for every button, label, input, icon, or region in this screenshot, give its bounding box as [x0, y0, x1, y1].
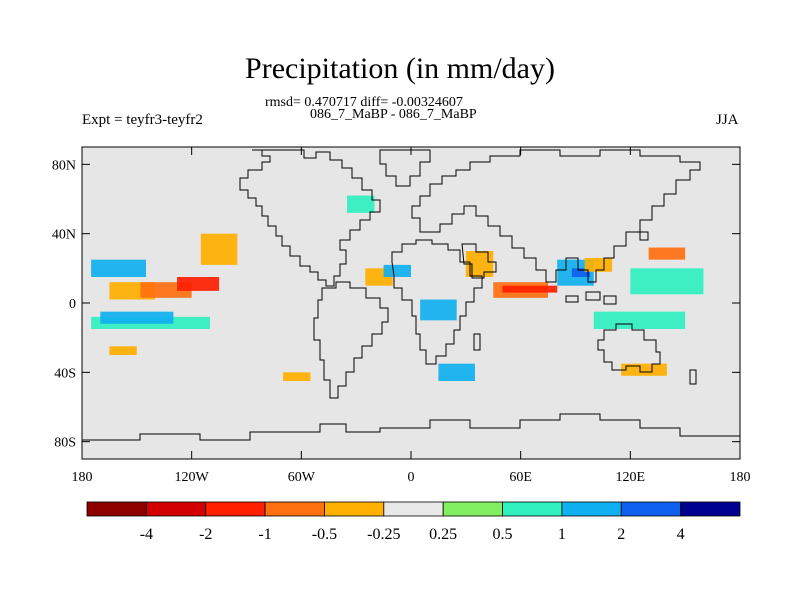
lat-tick-label: 40S — [54, 366, 76, 381]
colorbar-label: 1 — [558, 526, 566, 543]
colorbar-label: -4 — [140, 526, 153, 543]
indonesia-coastline — [565, 291, 617, 305]
colorbar-box — [442, 501, 503, 517]
lon-tick-label: 60E — [509, 470, 532, 485]
australia-coastline — [597, 323, 661, 373]
latitude-axis: 80N 40N 0 40S 80S — [52, 158, 740, 451]
map-background — [82, 147, 740, 459]
anomaly-region-12 — [502, 285, 558, 293]
lat-tick-label: 80N — [52, 158, 76, 173]
anomaly-region-7 — [100, 311, 174, 324]
colorbar-box — [205, 501, 266, 517]
lon-tick-label: 180 — [730, 470, 751, 485]
lon-tick-label: 0 — [408, 470, 415, 485]
new-zealand-coastline — [689, 369, 697, 385]
rmsd-diff-stats: rmsd= 0.470717 diff= -0.00324607 — [265, 95, 463, 110]
anomaly-region-18 — [593, 311, 686, 329]
experiment-label: Expt = teyfr3-teyfr2 — [82, 112, 203, 128]
africa-coastline — [391, 239, 483, 365]
anomaly-region-24 — [347, 195, 375, 213]
coastline-layer — [82, 149, 740, 441]
colorbar-label: -0.5 — [312, 526, 337, 543]
anomaly-region-21 — [283, 372, 311, 381]
colorbar-label: 4 — [677, 526, 685, 543]
anomaly-region-1 — [91, 259, 146, 277]
anomaly-region-15 — [584, 257, 613, 272]
case-names: 086_7_MaBP - 086_7_MaBP — [310, 107, 477, 122]
longitude-axis: 180 120W 60W 0 60E 120E 180 — [72, 147, 751, 485]
colorbar-box — [324, 501, 385, 517]
arabia-coastline — [461, 243, 497, 279]
colorbar-box — [145, 501, 207, 517]
anomaly-region-17 — [648, 247, 686, 260]
anomaly-region-22 — [438, 363, 475, 381]
anomaly-region-5 — [200, 233, 238, 265]
colorbar-label: 0.25 — [429, 526, 457, 543]
colorbar-box — [86, 501, 147, 517]
lat-tick-label: 80S — [54, 436, 76, 451]
lon-tick-label: 120E — [616, 470, 646, 485]
japan-coastline — [639, 231, 649, 241]
colorbar-box — [620, 501, 682, 517]
colorbar-label: -0.25 — [367, 526, 400, 543]
north-america-coastline — [239, 149, 381, 287]
colorbar-label: 2 — [617, 526, 625, 543]
lat-tick-label: 40N — [52, 228, 76, 243]
antarctica-coastline — [82, 413, 740, 441]
colorbar-box — [561, 501, 622, 517]
anomaly-region-10 — [420, 299, 457, 321]
anomaly-region-4 — [177, 277, 220, 291]
colorbar-label: 0.5 — [493, 526, 513, 543]
colorbar-box — [680, 501, 741, 517]
lon-tick-label: 120W — [175, 470, 210, 485]
colorbar: -4 -2 -1 -0.5 -0.25 0.25 0.5 1 2 4 — [86, 501, 741, 543]
season-label: JJA — [716, 112, 739, 128]
figure-title: Precipitation (in mm/day) — [245, 52, 555, 85]
madagascar-coastline — [473, 333, 481, 351]
lon-tick-label: 180 — [72, 470, 93, 485]
anomaly-region-20 — [109, 346, 137, 355]
anomaly-region-19 — [621, 363, 667, 376]
colorbar-box — [264, 501, 325, 517]
colorbar-box — [502, 501, 563, 517]
colorbar-box — [383, 501, 444, 517]
south-america-coastline — [313, 281, 389, 399]
colorbar-label: -2 — [199, 526, 212, 543]
anomaly-region-16 — [630, 268, 704, 295]
anomaly-region-14 — [571, 268, 591, 277]
lat-tick-label: 0 — [69, 297, 76, 312]
lon-tick-label: 60W — [288, 470, 316, 485]
anomaly-layer — [91, 195, 704, 381]
anomaly-region-9 — [383, 264, 411, 277]
colorbar-label: -1 — [258, 526, 271, 543]
greenland-coastline — [379, 149, 431, 187]
